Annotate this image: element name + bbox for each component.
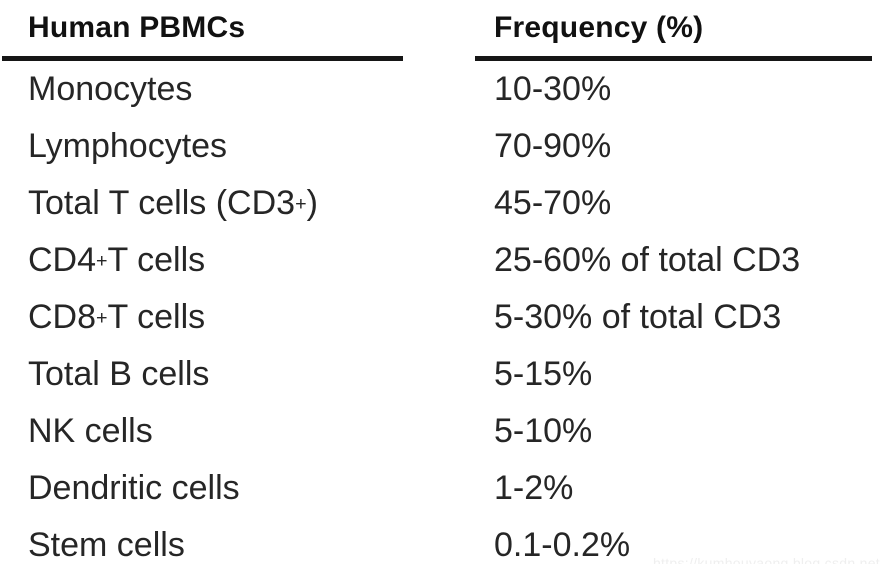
cell-type-column-rows: Monocytes Lymphocytes Total T cells (CD3 +)… — [2, 61, 403, 564]
frequency-cell: 5-10% — [494, 412, 593, 450]
cell-type-cell: Lymphocytes — [28, 127, 228, 165]
frequency-column-header: Frequency (%) — [494, 11, 704, 44]
cell-type-column-header: Human PBMCs — [28, 11, 246, 44]
cell-type-cell: Total T cells (CD3 +) — [28, 184, 318, 222]
frequency-cell: 45-70% — [494, 184, 612, 222]
frequency-cell: 10-30% — [494, 70, 612, 108]
cell-type-cell: Dendritic cells — [28, 469, 240, 507]
frequency-cell: 70-90% — [494, 127, 612, 165]
frequency-cell: 5-30% of total CD3 — [494, 298, 782, 336]
cell-type-column: Human PBMCs Monocytes Lymphocytes Total T … — [2, 0, 403, 564]
cell-type-cell: CD8 + T cells — [28, 298, 206, 336]
cell-type-cell: Stem cells — [28, 526, 185, 564]
cell-type-cell: NK cells — [28, 412, 153, 450]
frequency-cell: 0.1-0.2% — [494, 526, 631, 564]
frequency-column: Frequency (%) 10-30% 70-90% 45-70% 25-60% o… — [475, 0, 872, 564]
cell-type-cell: Total B cells — [28, 355, 210, 393]
frequency-cell: 25-60% of total CD3 — [494, 241, 801, 279]
cell-type-header-rule — [2, 56, 403, 61]
watermark: https://kumhouyaong.blog.csdn.net — [652, 555, 880, 564]
frequency-cell: 5-15% — [494, 355, 593, 393]
frequency-column-rows: 10-30% 70-90% 45-70% 25-60% of total CD3 5-3… — [475, 61, 872, 564]
frequency-header-rule — [475, 56, 872, 61]
cell-type-cell: Monocytes — [28, 70, 193, 108]
frequency-cell: 1-2% — [494, 469, 574, 507]
cell-type-cell: CD4 + T cells — [28, 241, 206, 279]
